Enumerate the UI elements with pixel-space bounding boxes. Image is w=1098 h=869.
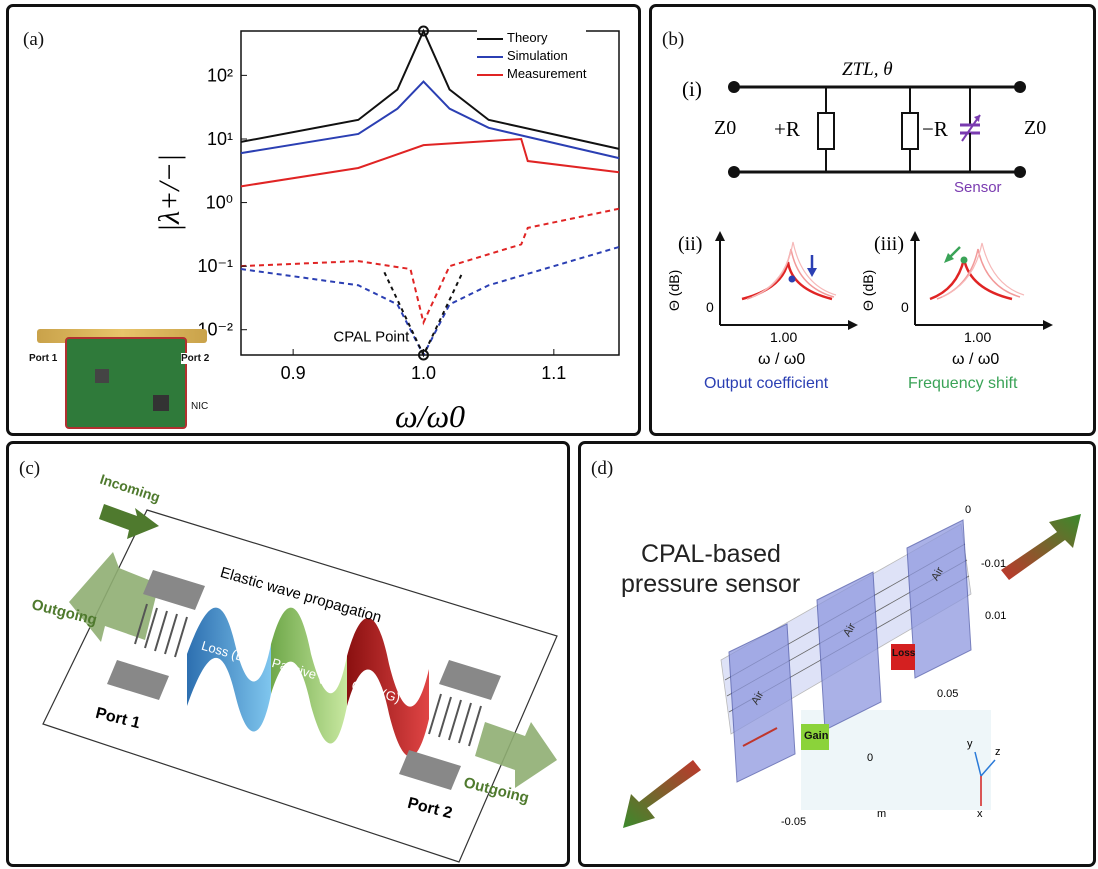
unit-label: m bbox=[877, 808, 887, 820]
panel-b: (b) bbox=[649, 4, 1096, 436]
photo-nic: NIC bbox=[191, 401, 209, 412]
z0-left: Z0 bbox=[714, 117, 737, 139]
tick-neg001: -0.01 bbox=[981, 558, 1007, 570]
caption-output-coefficient: Output coefficient bbox=[704, 375, 829, 392]
panel-a: (a) 0.9 1.0 1.1 10² 10¹ 10⁰ 10⁻¹ 10⁻² CPAL Point… bbox=[6, 4, 641, 436]
sensor-title-line1: CPAL-based bbox=[641, 540, 781, 568]
panel-d-label: (d) bbox=[591, 458, 614, 479]
plus-r-label: +R bbox=[774, 117, 800, 141]
y-tick-label: 10⁰ bbox=[206, 193, 233, 213]
minus-r-label: −R bbox=[922, 117, 948, 141]
sensor-title-line2: pressure sensor bbox=[621, 570, 801, 598]
panel-c: (c) Incoming Outgoing Elas bbox=[6, 441, 570, 867]
caption-frequency-shift: Frequency shift bbox=[908, 375, 1018, 392]
iii-tick: 1.00 bbox=[964, 329, 992, 345]
tick-0-mid: 0 bbox=[867, 752, 874, 764]
series-line-dashed-4 bbox=[240, 207, 620, 326]
legend-measurement: Measurement bbox=[477, 65, 586, 83]
panel-c-label: (c) bbox=[19, 458, 41, 479]
x-tick-label: 1.1 bbox=[541, 363, 566, 383]
y-axis-label: |λ+/−| bbox=[153, 154, 186, 232]
y-tick-label: 10² bbox=[207, 65, 233, 85]
sensor-3d-model bbox=[623, 514, 1081, 828]
gain-block-label: Gain bbox=[804, 730, 829, 742]
tick-neg005: -0.05 bbox=[781, 816, 807, 828]
sub-i-label: (i) bbox=[682, 77, 702, 101]
x-tick-label: 1.0 bbox=[411, 363, 436, 383]
x-axis-label: ω/ω0 bbox=[395, 398, 465, 434]
y-tick-label: 10¹ bbox=[207, 129, 233, 149]
panel-d: (d) CPAL-based pressure sensor Air A bbox=[578, 441, 1096, 867]
photo-port1: Port 1 bbox=[29, 353, 58, 364]
cpal-annotation: CPAL Point bbox=[333, 329, 410, 346]
iii-zero: 0 bbox=[901, 299, 909, 315]
axis-y: y bbox=[967, 738, 973, 750]
panel-a-label: (a) bbox=[23, 29, 45, 50]
axis-x: x bbox=[977, 808, 983, 820]
chart-legend: Theory Simulation Measurement bbox=[477, 29, 587, 83]
series-line-theory bbox=[240, 28, 620, 150]
cpal-marker-top bbox=[417, 25, 429, 37]
plot-frame bbox=[240, 30, 620, 356]
sub-ii-label: (ii) bbox=[678, 233, 703, 255]
series-line-simulation bbox=[240, 80, 620, 160]
circuit-diagram bbox=[715, 81, 1053, 330]
photo-port2: Port 2 bbox=[181, 353, 210, 364]
nic-board-photo: Port 1 Port 2 NIC bbox=[29, 329, 216, 429]
ii-yaxis: Θ (dB) bbox=[666, 269, 682, 311]
iii-xaxis: ω / ω0 bbox=[952, 351, 1000, 368]
tick-001: 0.01 bbox=[985, 610, 1007, 622]
sensor-label: Sensor bbox=[954, 179, 1002, 196]
iii-yaxis: Θ (dB) bbox=[860, 269, 876, 311]
ii-zero: 0 bbox=[706, 299, 714, 315]
ii-xaxis: ω / ω0 bbox=[758, 351, 806, 368]
line-label: ZTL, θ bbox=[842, 59, 893, 80]
panel-b-label: (b) bbox=[662, 29, 685, 50]
tick-005: 0.05 bbox=[937, 688, 959, 700]
legend-theory: Theory bbox=[477, 29, 586, 47]
series-line-measurement bbox=[240, 137, 620, 188]
z0-right: Z0 bbox=[1024, 117, 1047, 139]
y-tick-label: 10⁻¹ bbox=[197, 256, 233, 276]
loss-block-label: Loss bbox=[892, 648, 916, 659]
tick-0-top: 0 bbox=[965, 504, 972, 516]
x-tick-label: 0.9 bbox=[281, 363, 306, 383]
legend-simulation: Simulation bbox=[477, 47, 586, 65]
saw-device-illustration bbox=[42, 504, 558, 863]
ii-tick: 1.00 bbox=[770, 329, 798, 345]
axis-z: z bbox=[995, 746, 1001, 758]
sub-iii-label: (iii) bbox=[874, 233, 904, 255]
